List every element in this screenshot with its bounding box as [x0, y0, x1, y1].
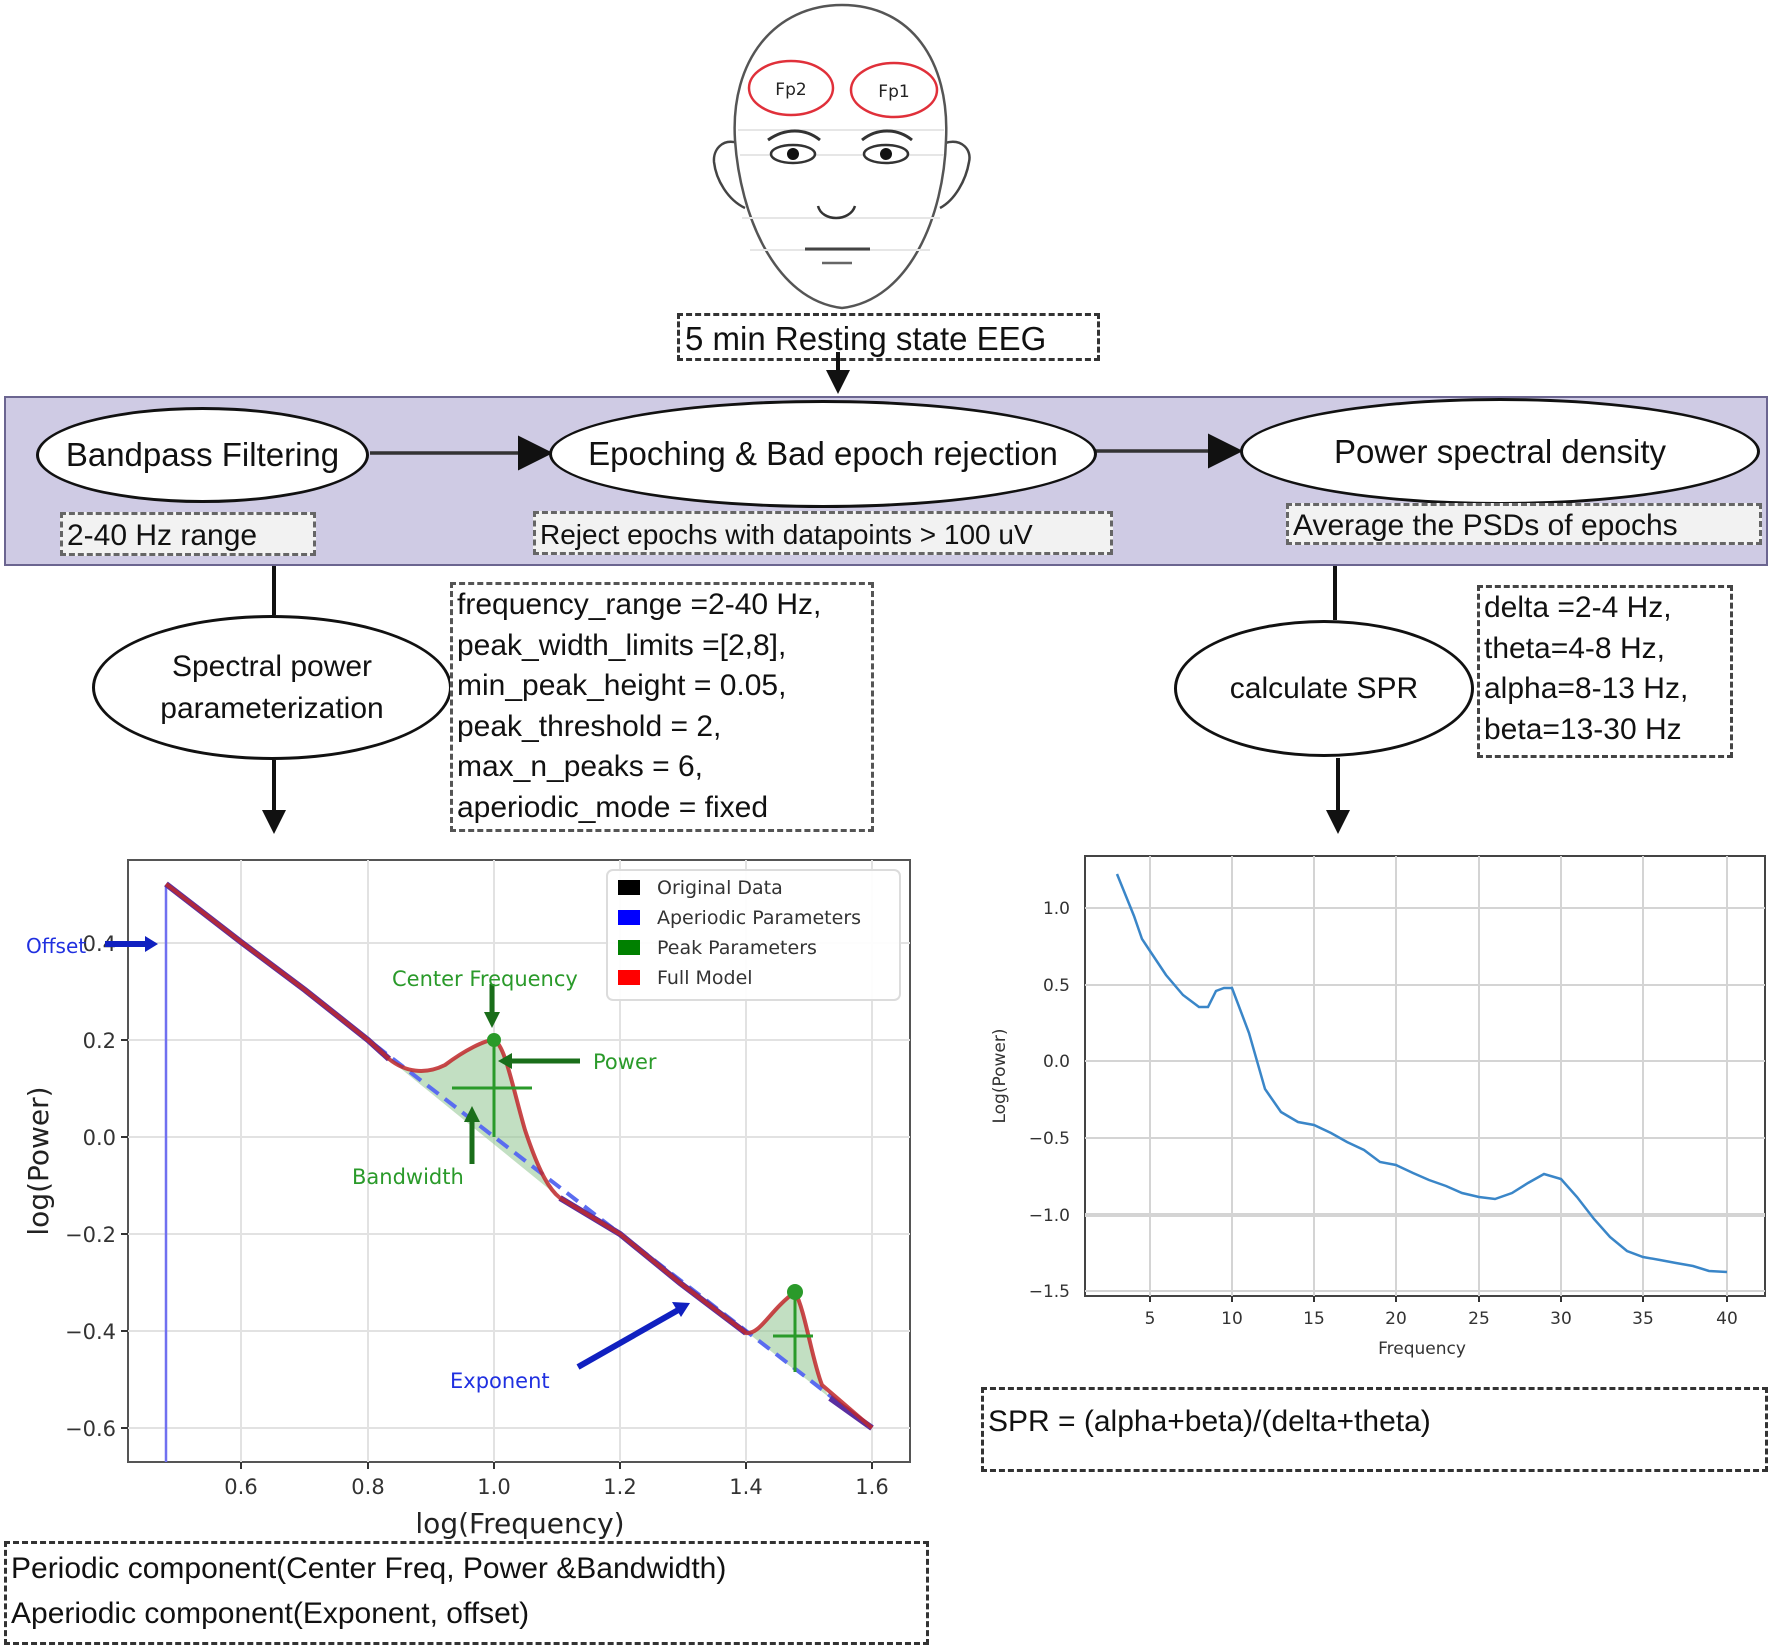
legend-aperiodic: Aperiodic Parameters — [657, 907, 861, 929]
electrode-fp1: Fp1 — [849, 61, 939, 119]
bandpass-note: 2-40 Hz range — [67, 519, 258, 552]
psd-note: Average the PSDs of epochs — [1293, 509, 1678, 542]
electrode-fp2: Fp2 — [747, 59, 835, 117]
svg-text:0.8: 0.8 — [351, 1475, 384, 1499]
svg-text:−0.5: −0.5 — [1029, 1129, 1070, 1149]
psd-x-label: Frequency — [1378, 1339, 1466, 1359]
svg-text:1.0: 1.0 — [477, 1475, 510, 1499]
power-label: Power — [593, 1050, 657, 1074]
svg-text:1.6: 1.6 — [855, 1475, 888, 1499]
psd-chart: 1.0 0.5 0.0 −0.5 −1.0 −1.5 5 10 15 20 25… — [990, 855, 1766, 1359]
svg-text:25: 25 — [1468, 1309, 1490, 1329]
band-theta: theta=4-8 Hz, — [1484, 631, 1665, 665]
fooof-params-box: frequency_range =2-40 Hz, peak_width_lim… — [450, 582, 874, 832]
param-min-peak-height: min_peak_height = 0.05, — [457, 669, 787, 702]
svg-text:0.5: 0.5 — [1043, 976, 1070, 996]
svg-text:0.2: 0.2 — [83, 1029, 116, 1053]
bandwidth-label: Bandwidth — [352, 1165, 464, 1189]
eeg-caption: 5 min Resting state EEG — [685, 320, 1047, 357]
legend-original-data: Original Data — [657, 877, 783, 899]
svg-text:35: 35 — [1632, 1309, 1654, 1329]
epoching-label: Epoching & Bad epoch rejection — [588, 435, 1058, 473]
aperiodic-component-text: Aperiodic component(Exponent, offset) — [11, 1597, 530, 1630]
spectral-parameterization-node: Spectral power parameterization — [92, 615, 452, 760]
peak-markers — [452, 1033, 813, 1372]
svg-text:1.4: 1.4 — [729, 1475, 762, 1499]
svg-text:0.0: 0.0 — [1043, 1052, 1070, 1072]
fooof-x-label: log(Frequency) — [415, 1507, 624, 1540]
fooof-model-chart: 0.4 0.2 0.0 −0.2 −0.4 −0.6 0.6 0.8 1.0 1… — [22, 859, 911, 1540]
epoching-note-box: Reject epochs with datapoints > 100 uV — [533, 511, 1113, 555]
param-peak-width-limits: peak_width_limits =[2,8], — [457, 628, 787, 662]
psd-y-label: Log(Power) — [990, 1028, 1010, 1123]
psd-node: Power spectral density — [1240, 398, 1760, 505]
spr-formula-box: SPR = (alpha+beta)/(delta+theta) — [981, 1387, 1768, 1472]
epoching-node: Epoching & Bad epoch rejection — [549, 400, 1097, 508]
calculate-spr-label: calculate SPR — [1229, 671, 1419, 705]
band-delta: delta =2-4 Hz, — [1484, 591, 1672, 624]
svg-text:−0.6: −0.6 — [65, 1417, 116, 1441]
svg-text:10: 10 — [1221, 1309, 1243, 1329]
psd-note-box: Average the PSDs of epochs — [1286, 503, 1762, 545]
components-summary-box: Periodic component(Center Freq, Power &B… — [4, 1541, 929, 1645]
periodic-component-text: Periodic component(Center Freq, Power &B… — [11, 1552, 727, 1585]
svg-text:−1.0: −1.0 — [1029, 1206, 1070, 1226]
spectral-parameterization-line1: Spectral power — [171, 649, 373, 683]
center-frequency-label: Center Frequency — [392, 967, 578, 991]
epoching-note: Reject epochs with datapoints > 100 uV — [540, 519, 1033, 550]
svg-text:−1.5: −1.5 — [1029, 1282, 1070, 1302]
svg-text:0.6: 0.6 — [224, 1475, 257, 1499]
spectral-parameterization-line2: parameterization — [160, 691, 384, 725]
offset-label: Offset — [26, 934, 86, 958]
annotation-arrows — [105, 936, 690, 1370]
fooof-x-ticks: 0.6 0.8 1.0 1.2 1.4 1.6 — [224, 1462, 889, 1499]
svg-text:30: 30 — [1550, 1309, 1572, 1329]
head-illustration: Fp2 Fp1 — [712, 3, 971, 310]
svg-text:40: 40 — [1716, 1309, 1738, 1329]
svg-text:15: 15 — [1303, 1309, 1325, 1329]
param-frequency-range: frequency_range =2-40 Hz, — [457, 588, 822, 621]
param-aperiodic-mode: aperiodic_mode = fixed — [457, 790, 769, 824]
calculate-spr-node: calculate SPR — [1174, 620, 1474, 757]
psd-grid — [1085, 856, 1765, 1296]
psd-curve — [1115, 873, 1728, 1274]
band-alpha: alpha=8-13 Hz, — [1484, 672, 1689, 705]
svg-text:Fp1: Fp1 — [878, 82, 909, 102]
svg-text:20: 20 — [1385, 1309, 1407, 1329]
fooof-y-ticks: 0.4 0.2 0.0 −0.2 −0.4 −0.6 — [65, 932, 128, 1441]
svg-text:Fp2: Fp2 — [775, 80, 806, 100]
bandpass-filtering-node: Bandpass Filtering — [36, 407, 369, 503]
psd-label: Power spectral density — [1334, 432, 1666, 470]
fooof-legend: Original Data Aperiodic Parameters Peak … — [606, 869, 901, 1001]
fooof-y-label: log(Power) — [22, 1086, 55, 1235]
legend-full-model: Full Model — [657, 967, 753, 989]
param-max-n-peaks: max_n_peaks = 6, — [457, 750, 703, 783]
bandpass-note-box: 2-40 Hz range — [60, 512, 316, 556]
legend-peak: Peak Parameters — [657, 937, 817, 959]
svg-text:−0.2: −0.2 — [65, 1223, 116, 1247]
spr-formula: SPR = (alpha+beta)/(delta+theta) — [988, 1405, 1431, 1438]
svg-text:5: 5 — [1145, 1309, 1156, 1329]
svg-text:−0.4: −0.4 — [65, 1320, 116, 1344]
svg-text:0.0: 0.0 — [83, 1126, 116, 1150]
psd-y-ticks: 1.0 0.5 0.0 −0.5 −1.0 −1.5 — [1029, 899, 1070, 1302]
svg-text:1.2: 1.2 — [603, 1475, 636, 1499]
bandpass-filtering-label: Bandpass Filtering — [65, 436, 340, 474]
exponent-label: Exponent — [450, 1369, 550, 1393]
band-definitions-box: delta =2-4 Hz, theta=4-8 Hz, alpha=8-13 … — [1477, 585, 1733, 758]
psd-x-ticks: 5 10 15 20 25 30 35 40 — [1145, 1296, 1738, 1329]
band-beta: beta=13-30 Hz — [1484, 712, 1682, 746]
param-peak-threshold: peak_threshold = 2, — [457, 709, 722, 743]
eeg-caption-box: 5 min Resting state EEG — [677, 313, 1100, 361]
svg-text:1.0: 1.0 — [1043, 899, 1070, 919]
aperiodic-fit-line — [164, 882, 874, 1430]
